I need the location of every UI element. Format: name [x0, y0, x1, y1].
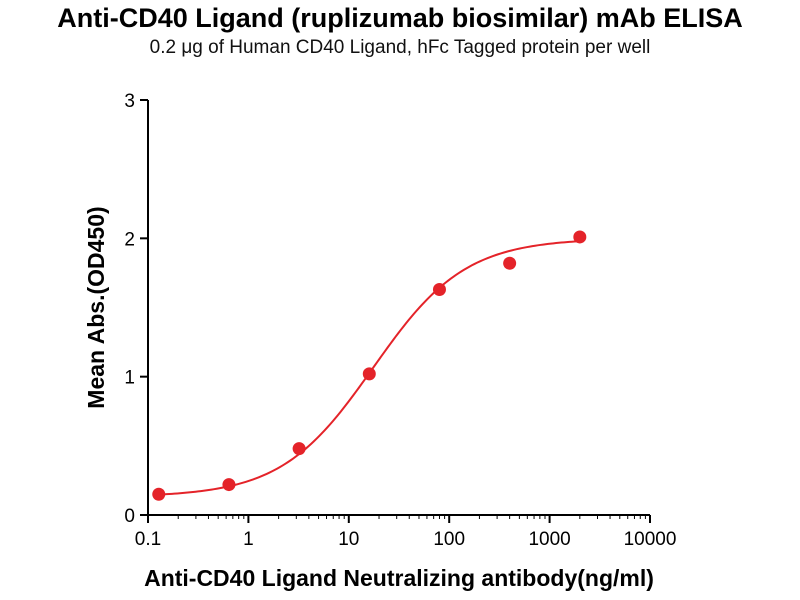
data-point	[222, 478, 236, 492]
x-tick-label: 0.1	[135, 529, 161, 550]
data-point	[573, 230, 587, 244]
y-axis-label: Mean Abs.(OD450)	[83, 206, 109, 408]
y-tick-label: 2	[124, 229, 135, 250]
data-point	[432, 283, 446, 297]
x-tick-label: 10000	[624, 529, 677, 550]
x-tick-label: 1000	[528, 529, 570, 550]
data-point	[362, 367, 376, 381]
y-tick-label: 3	[124, 91, 135, 112]
data-point	[503, 256, 517, 270]
y-tick-label: 0	[124, 506, 135, 527]
chart-title: Anti-CD40 Ligand (ruplizumab biosimilar)…	[57, 3, 743, 33]
chart-subtitle: 0.2 μg of Human CD40 Ligand, hFc Tagged …	[149, 36, 651, 58]
data-point	[292, 442, 306, 456]
y-tick-label: 1	[124, 368, 135, 389]
data-point	[152, 487, 166, 501]
x-tick-label: 10	[338, 529, 359, 550]
x-tick-label: 1	[243, 529, 254, 550]
x-axis-label: Anti-CD40 Ligand Neutralizing antibody(n…	[144, 565, 654, 591]
x-tick-label: 100	[433, 529, 465, 550]
